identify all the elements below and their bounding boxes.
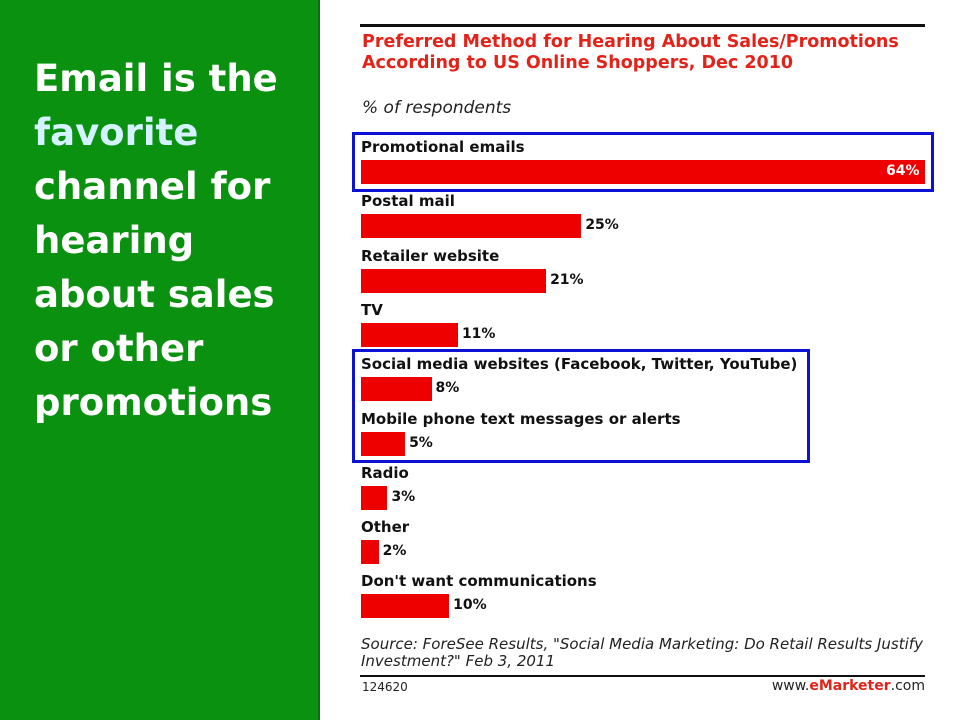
bar [361, 214, 582, 239]
bottom-rule [360, 675, 925, 677]
category-label: Radio [361, 463, 409, 482]
category-label: Social media websites (Facebook, Twitter… [361, 355, 798, 374]
left-panel: Email is the favorite channel for hearin… [0, 0, 320, 720]
value-label: 2% [382, 543, 407, 560]
category-label: Other [361, 518, 410, 537]
bar [361, 268, 547, 293]
bar [361, 322, 458, 347]
value-label: 8% [435, 380, 460, 397]
category-label: Postal mail [361, 192, 455, 211]
highlight-box [352, 132, 934, 192]
brand-prefix: www. [771, 678, 810, 694]
category-label: Retailer website [361, 246, 500, 265]
bar [361, 160, 925, 184]
bar [361, 594, 450, 619]
value-label: 21% [550, 271, 584, 288]
bar [361, 377, 432, 402]
top-rule [360, 24, 925, 27]
value-label: 25% [585, 217, 619, 234]
chart: Preferred Method for Hearing About Sales… [352, 24, 934, 696]
source-note: Source: ForeSee Results, "Social Media M… [361, 635, 923, 670]
bar [361, 485, 388, 510]
brand-name: eMarketer [809, 678, 891, 694]
category-label: Mobile phone text messages or alerts [361, 409, 681, 428]
category-label: Don't want communications [361, 572, 597, 591]
value-label: 5% [409, 434, 433, 451]
headline-line1: Email is the [34, 57, 278, 100]
value-label: 10% [453, 597, 487, 614]
category-label: Promotional emails [361, 138, 525, 156]
chart-title: Preferred Method for Hearing About Sales… [362, 32, 899, 73]
bar [361, 431, 406, 456]
brand-logo: www.eMarketer.com [772, 678, 925, 694]
chart-id: 124620 [362, 680, 408, 694]
highlight-box [352, 349, 810, 464]
headline-rest: channel for hearing about sales or other… [34, 165, 275, 424]
bar [361, 540, 379, 565]
value-label: 64% [886, 163, 920, 179]
headline: Email is the favorite channel for hearin… [34, 52, 314, 430]
brand-suffix: .com [890, 678, 925, 694]
value-label: 3% [391, 488, 416, 505]
value-label: 11% [461, 325, 496, 342]
headline-highlight: favorite [34, 111, 199, 154]
category-label: TV [361, 300, 383, 319]
chart-subtitle: % of respondents [362, 98, 512, 118]
